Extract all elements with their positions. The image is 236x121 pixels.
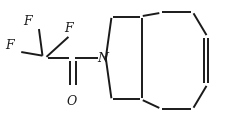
Text: F: F [24,15,32,28]
Text: F: F [6,39,14,52]
Text: N: N [97,52,108,65]
Text: F: F [64,22,73,35]
Text: O: O [67,95,77,108]
